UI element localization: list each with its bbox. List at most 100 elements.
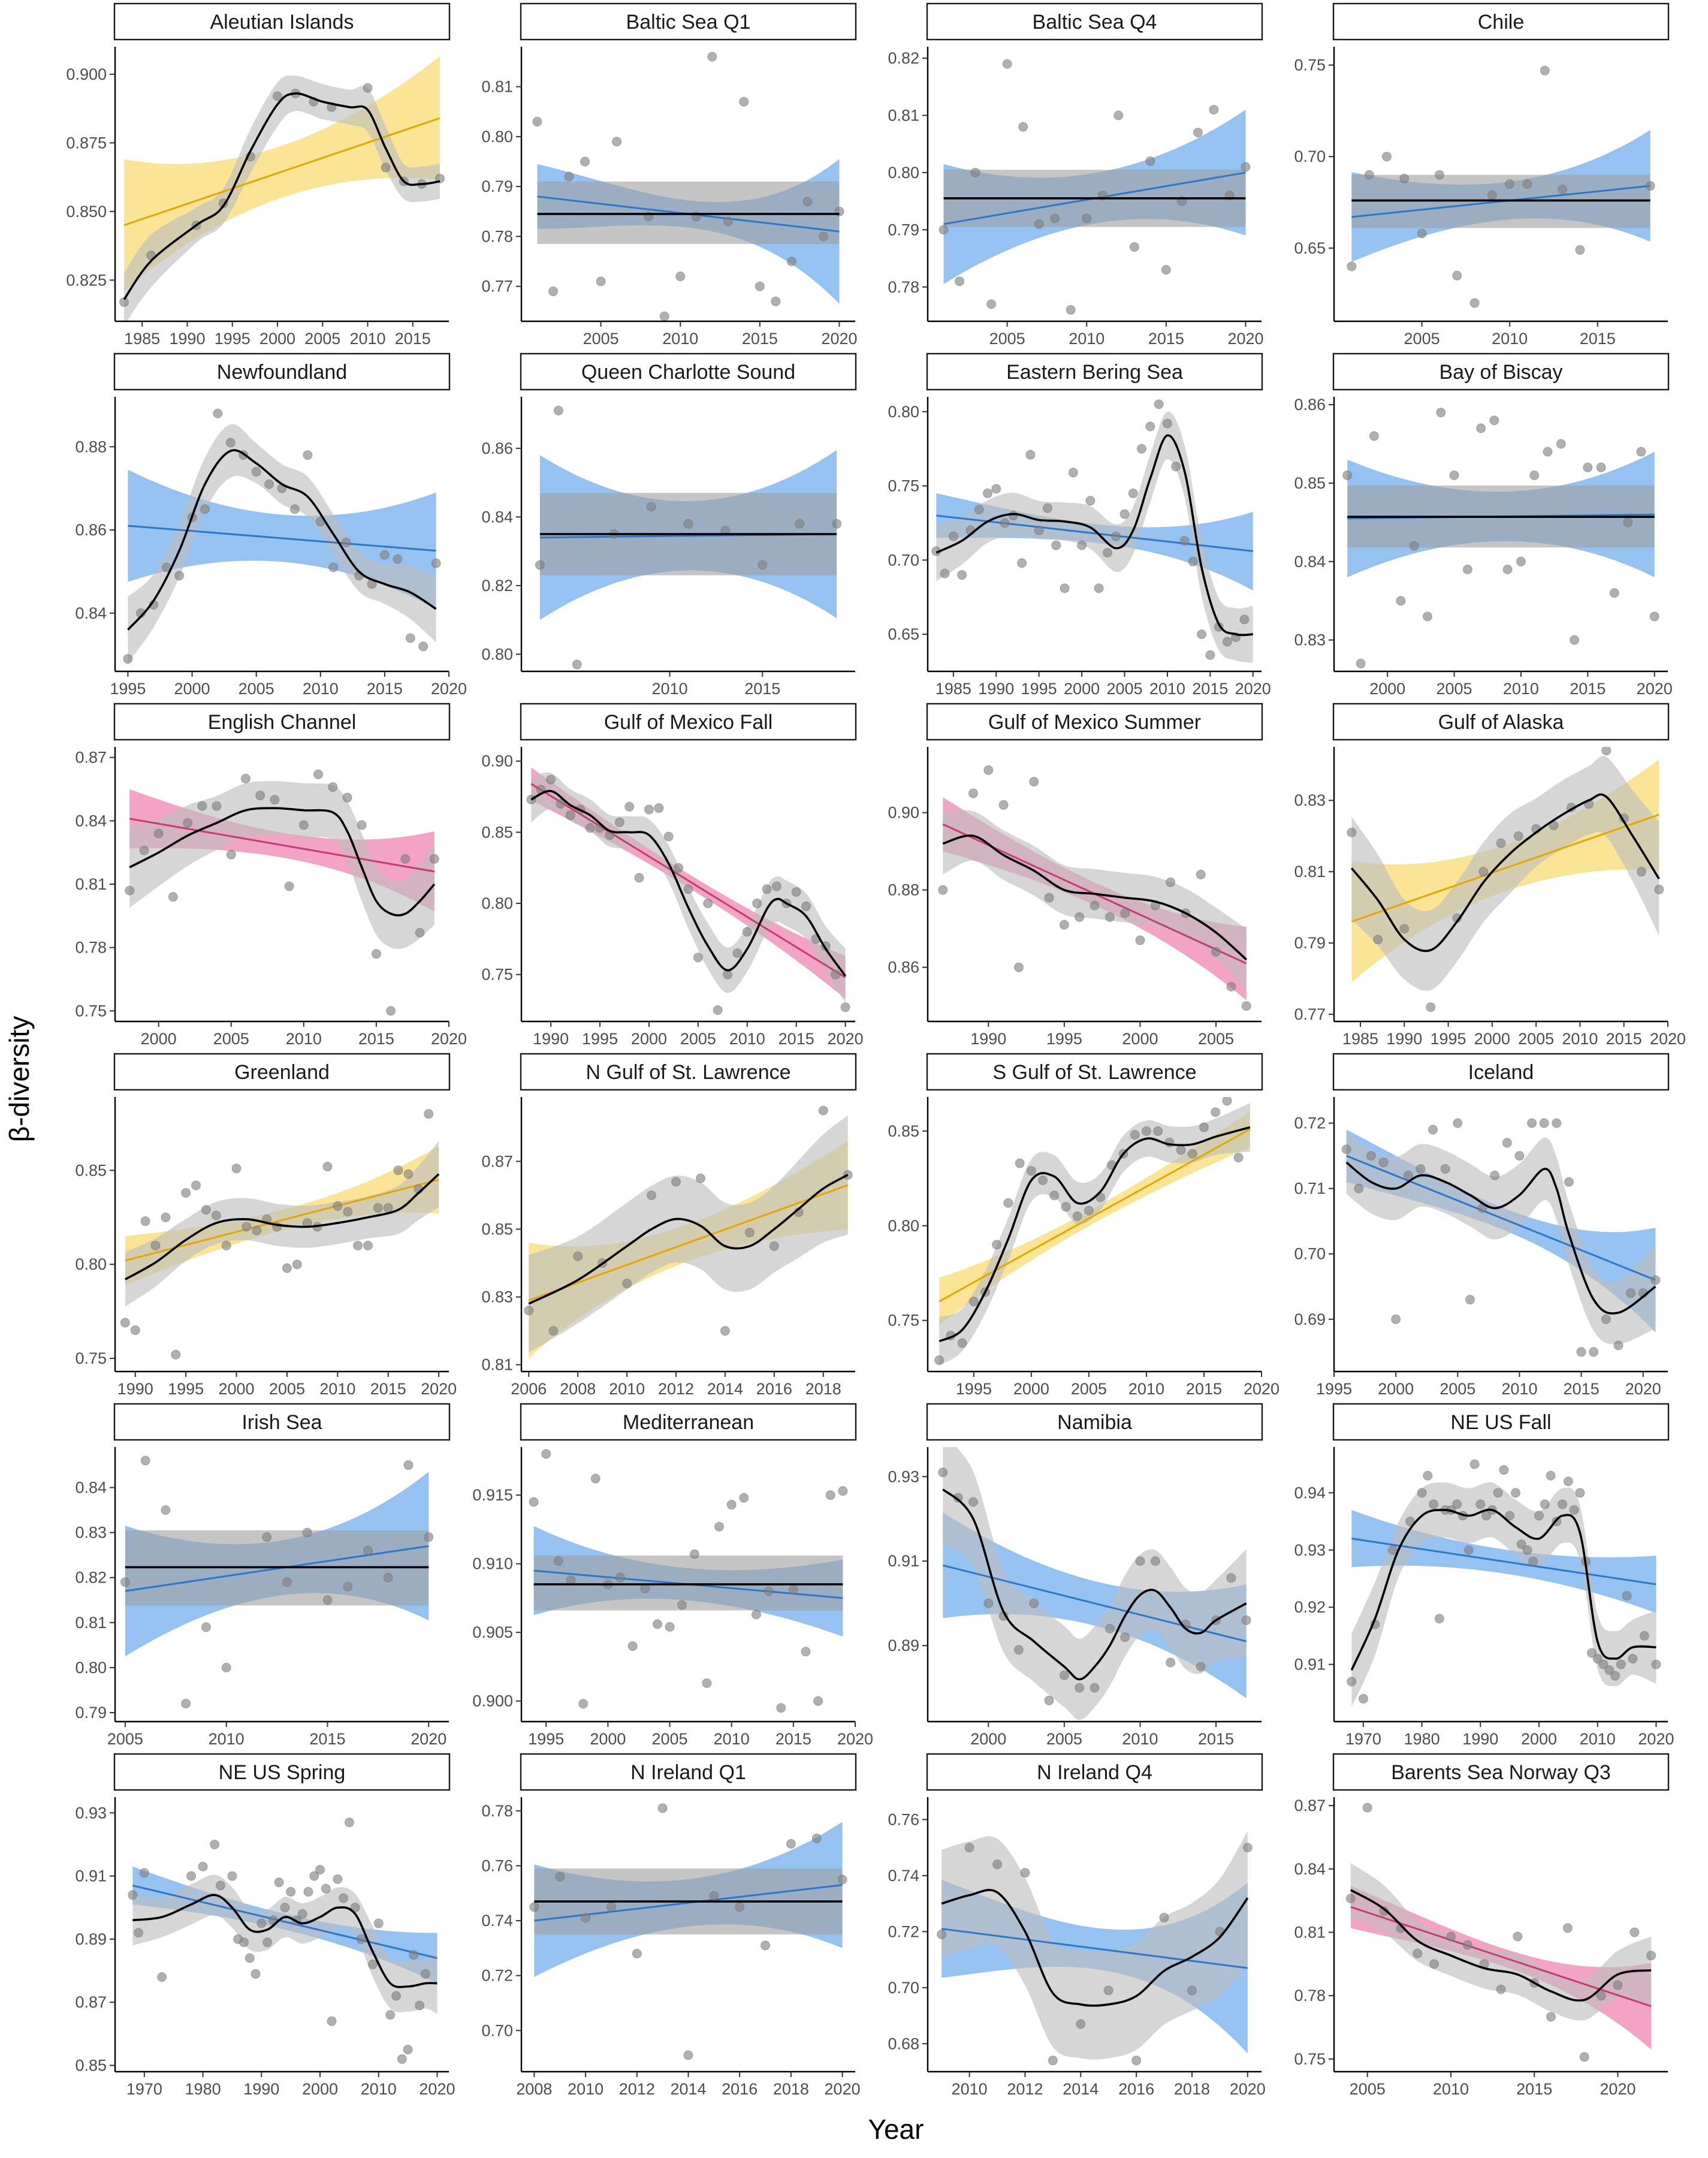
data-point: [321, 1883, 331, 1894]
data-point: [553, 405, 563, 415]
data-point: [788, 1585, 798, 1595]
data-point: [1060, 583, 1070, 593]
data-point: [1422, 611, 1432, 622]
data-point: [818, 1105, 828, 1116]
x-tick-label: 2020: [421, 1380, 457, 1398]
y-tick-label: 0.72: [888, 1922, 919, 1940]
data-point: [226, 849, 236, 860]
panel-strip: [1332, 2, 1670, 41]
data-point: [1646, 1951, 1656, 1961]
gam-ribbon: [1351, 1482, 1656, 1707]
panel-title: Aleutian Islands: [210, 11, 354, 34]
panel-title: Chile: [1478, 11, 1524, 34]
x-tick-label: 2020: [1625, 1380, 1661, 1398]
plot-area: [125, 769, 439, 1016]
data-point: [674, 863, 684, 873]
data-point: [556, 798, 566, 809]
panel-strip: [1332, 352, 1670, 391]
data-point: [1654, 884, 1664, 894]
gam-line: [1350, 793, 1660, 953]
data-point: [292, 1259, 302, 1270]
y-tick-label: 0.88: [75, 438, 107, 456]
x-tick-label: 1980: [185, 2080, 221, 2098]
data-point: [968, 1497, 978, 1507]
data-point: [1066, 305, 1076, 315]
data-point: [1131, 2055, 1142, 2066]
data-point: [200, 504, 210, 514]
plot-area: [529, 1803, 847, 2060]
y-tick-label: 0.79: [75, 1704, 107, 1722]
y-tick-label: 0.79: [888, 221, 919, 239]
gam-ribbon: [529, 1115, 848, 1353]
data-point: [761, 1940, 771, 1951]
data-point: [350, 1903, 360, 1913]
gam-line: [1345, 1161, 1656, 1315]
data-point: [255, 791, 265, 801]
y-tick-label: 0.65: [1294, 239, 1326, 257]
data-point: [327, 2016, 337, 2026]
data-point: [139, 845, 149, 855]
x-tick-label: 2010: [1128, 1380, 1164, 1398]
panel-eastern-bering-sea: Eastern Bering Sea 0.65 0.70 0.75 0.80 1985 19…: [888, 352, 1271, 698]
x-tick-label: 2010: [952, 2080, 988, 2098]
gam-line: [1350, 1508, 1656, 1671]
data-point: [1345, 1894, 1356, 1904]
data-point: [532, 116, 542, 126]
x-tick-label: 1995: [1021, 680, 1057, 698]
data-point: [786, 257, 796, 267]
y-tick-label: 0.75: [1294, 56, 1326, 74]
data-point: [1649, 611, 1659, 622]
panel-irish-sea: Irish Sea 0.79 0.80 0.81 0.82 0.83 0.84 2005 201…: [75, 1403, 451, 1748]
panel-strip: [1332, 703, 1670, 741]
data-point: [161, 1212, 171, 1222]
data-point: [367, 1960, 378, 1970]
x-tick-label: 2016: [1118, 2080, 1154, 2098]
data-point: [665, 1621, 675, 1632]
y-tick-label: 0.905: [472, 1623, 513, 1641]
x-tick-label: 2015: [367, 680, 403, 698]
data-point: [955, 276, 965, 287]
data-point: [1452, 1499, 1462, 1509]
data-point: [751, 1610, 761, 1620]
data-point: [1403, 1170, 1413, 1180]
y-tick-label: 0.900: [472, 1692, 513, 1710]
panel-strip: [1332, 1053, 1670, 1091]
data-point: [627, 1641, 638, 1651]
panel-title: Iceland: [1468, 1061, 1534, 1084]
y-tick-label: 0.84: [75, 1479, 107, 1497]
plot-area: [1342, 408, 1659, 668]
data-point: [1540, 1499, 1550, 1509]
data-point: [197, 801, 207, 811]
data-point: [1072, 1211, 1082, 1221]
data-point: [663, 831, 674, 842]
y-tick-label: 0.81: [888, 107, 919, 125]
y-tick-label: 0.70: [481, 2021, 513, 2039]
data-point: [657, 1803, 668, 1813]
x-tick-label: 2014: [1063, 2080, 1099, 2098]
plot-area: [128, 1818, 437, 2064]
data-point: [1639, 1630, 1649, 1641]
data-point: [1159, 1912, 1169, 1922]
data-point: [186, 1871, 197, 1881]
data-point: [1481, 1511, 1492, 1521]
data-point: [1579, 2052, 1589, 2062]
y-tick-label: 0.90: [888, 804, 919, 822]
panel-iceland: Iceland 0.69 0.70 0.71 0.72 1995 2000 2005 2010 2…: [1294, 1053, 1670, 1398]
mean-ribbon: [537, 181, 840, 244]
data-point: [1354, 1183, 1364, 1193]
data-point: [1452, 270, 1462, 281]
data-point: [1552, 1118, 1562, 1128]
data-point: [251, 466, 261, 477]
data-point: [1366, 1151, 1376, 1161]
y-tick-label: 0.85: [1294, 474, 1326, 492]
data-point: [393, 1165, 403, 1176]
data-point: [342, 792, 352, 803]
gam-line: [132, 1894, 437, 1988]
y-tick-label: 0.78: [481, 1802, 513, 1820]
data-point: [529, 1902, 539, 1912]
panel-ne-us-spring: NE US Spring 0.85 0.87 0.89 0.91 0.93 1970 1980…: [75, 1753, 455, 2098]
y-tick-label: 0.94: [1294, 1484, 1326, 1502]
data-point: [535, 560, 545, 570]
data-point: [1610, 1671, 1621, 1681]
plot-area: [524, 1105, 853, 1358]
